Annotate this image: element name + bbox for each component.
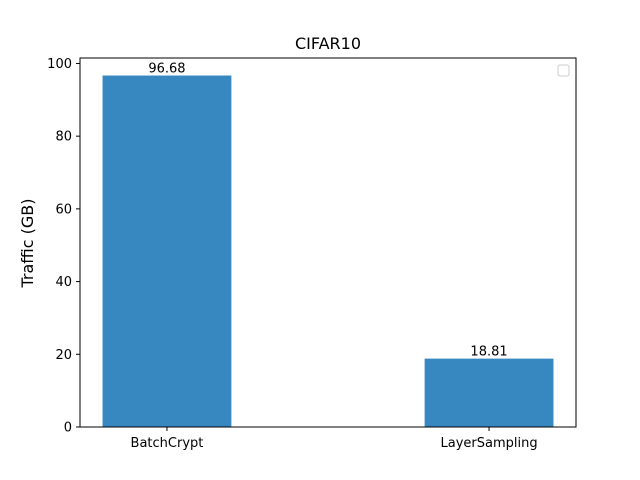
bar-labels-layer: 96.68 18.81: [148, 62, 507, 360]
plot-frame: [79, 57, 577, 428]
y-tick-label: 0: [64, 421, 72, 436]
bar-value-label: 96.68: [148, 62, 185, 77]
bar-layersampling: [424, 358, 554, 427]
y-tick-label: 20: [55, 348, 72, 363]
bars-layer: [102, 75, 554, 428]
x-tick-label: BatchCrypt: [131, 436, 204, 451]
bar-batchcrypt: [102, 75, 232, 428]
y-tick-label: 100: [47, 57, 72, 72]
y-axis-label: Traffic (GB): [18, 198, 37, 288]
y-tick-label: 40: [55, 275, 72, 290]
chart-title: CIFAR10: [295, 34, 361, 53]
y-tick-label: 60: [55, 202, 72, 217]
x-axis-ticks: BatchCrypt LayerSampling: [131, 427, 538, 451]
y-tick-label: 80: [55, 130, 72, 145]
x-tick-label: LayerSampling: [440, 436, 537, 451]
legend-box: [557, 64, 570, 77]
bar-value-label: 18.81: [470, 345, 507, 360]
y-axis-ticks: 0 20 40 60 80 100: [47, 57, 80, 436]
